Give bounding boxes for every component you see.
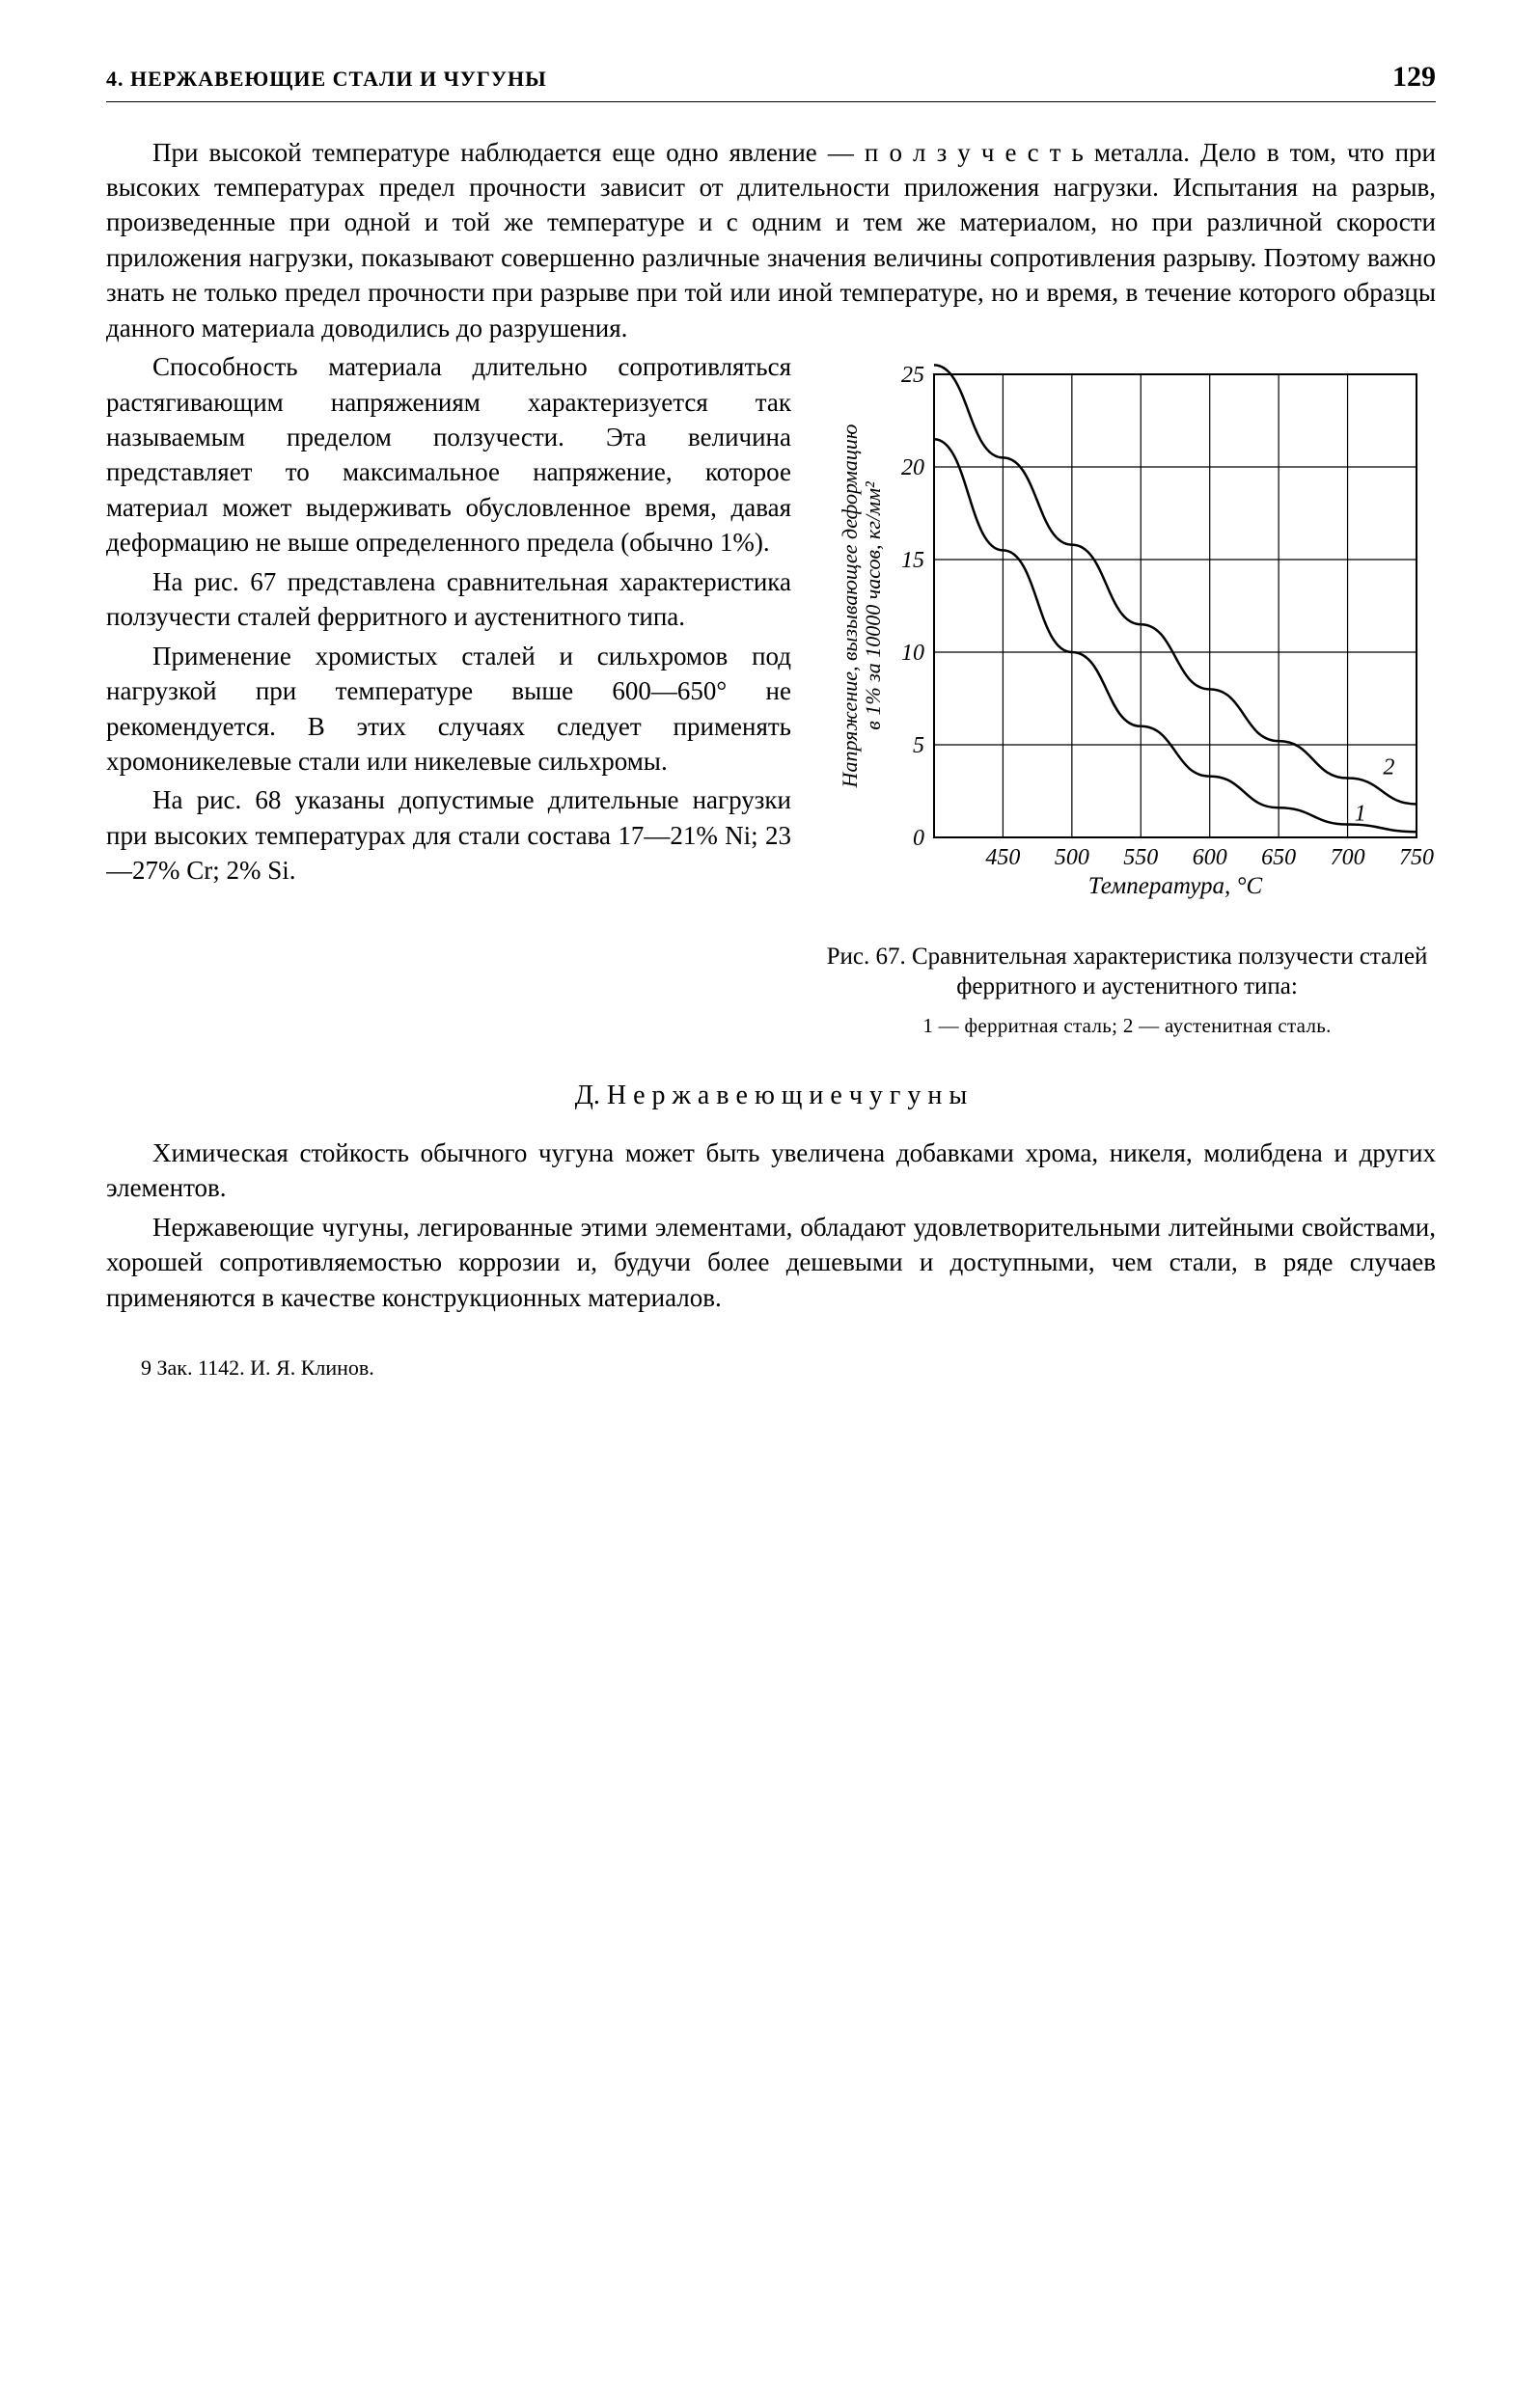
- figure-67-chart: 0 5 10 15 20 25 450 500 550 600 650 700 750 Температу…: [818, 355, 1436, 934]
- footer-note: 9 Зак. 1142. И. Я. Клинов.: [106, 1354, 1436, 1382]
- svg-text:700: 700: [1331, 845, 1365, 870]
- figure-67: 0 5 10 15 20 25 450 500 550 600 650 700 750 Температу…: [818, 355, 1436, 1039]
- svg-text:25: 25: [901, 363, 924, 388]
- svg-text:10: 10: [901, 641, 924, 666]
- svg-text:650: 650: [1261, 845, 1296, 870]
- figure-67-legend: 1 — ферритная сталь; 2 — аустенитная ста…: [818, 1012, 1436, 1039]
- svg-text:2: 2: [1383, 755, 1394, 780]
- page-number: 129: [1392, 58, 1436, 97]
- page-header-title: 4. НЕРЖАВЕЮЩИЕ СТАЛИ И ЧУГУНЫ: [106, 65, 547, 94]
- svg-text:20: 20: [901, 455, 924, 480]
- svg-text:550: 550: [1123, 845, 1158, 870]
- svg-text:15: 15: [901, 548, 924, 573]
- svg-text:1: 1: [1355, 802, 1366, 827]
- svg-text:Напряжение, вызывающее деформа: Напряжение, вызывающее деформациюв 1% за…: [838, 424, 885, 789]
- svg-text:500: 500: [1055, 845, 1089, 870]
- para-6: Химическая стойкость обычного чугуна мож…: [106, 1136, 1436, 1206]
- svg-text:5: 5: [913, 733, 924, 758]
- svg-text:600: 600: [1193, 845, 1227, 870]
- figure-67-caption: Рис. 67. Сравнительная характеристика по…: [818, 942, 1436, 1002]
- para-7: Нержавеющие чугуны, легированные этими э…: [106, 1210, 1436, 1315]
- section-d-heading: Д. Н е р ж а в е ю щ и е ч у г у н ы: [106, 1078, 1436, 1114]
- svg-text:450: 450: [985, 845, 1020, 870]
- svg-text:0: 0: [913, 826, 924, 851]
- para-1: При высокой температуре наблюдается еще …: [106, 135, 1436, 346]
- svg-text:Температура, °C: Температура, °C: [1088, 873, 1263, 899]
- svg-text:750: 750: [1399, 845, 1434, 870]
